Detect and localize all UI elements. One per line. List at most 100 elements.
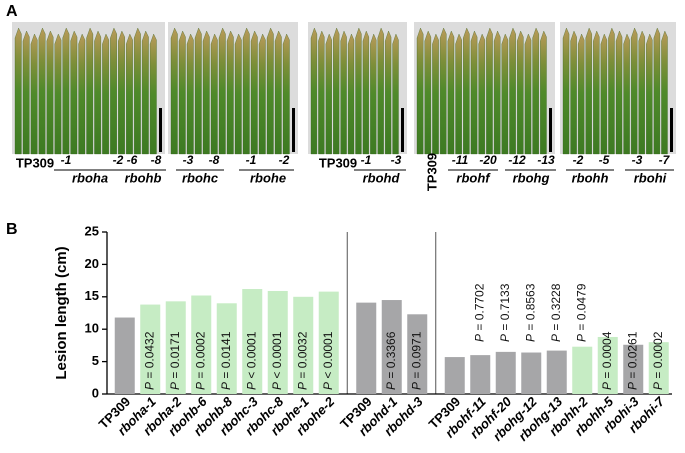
p-value-label: P = 0.7133 xyxy=(498,283,512,342)
leaf xyxy=(242,27,250,155)
leaf xyxy=(585,27,592,155)
bar xyxy=(293,296,314,394)
p-value-label: P = 0.0004 xyxy=(600,331,614,390)
gene-label: rbohg xyxy=(513,170,550,185)
leaf xyxy=(325,33,332,155)
leaf xyxy=(110,27,117,155)
leaf xyxy=(593,30,600,155)
leaf xyxy=(318,30,325,155)
p-value-label: P < 0.0001 xyxy=(244,331,258,390)
leaf xyxy=(54,33,62,155)
leaf xyxy=(661,30,668,155)
p-value-label: P = 0.3228 xyxy=(549,283,563,342)
leaf xyxy=(22,30,30,155)
bar xyxy=(165,301,186,394)
leaf xyxy=(149,33,157,155)
leaf xyxy=(623,33,630,155)
bar xyxy=(623,344,644,394)
gene-label: rboha xyxy=(72,170,108,185)
leaf xyxy=(226,30,234,155)
gene-label: rbohb xyxy=(125,170,162,185)
leaf xyxy=(416,27,424,155)
leaf xyxy=(218,27,226,155)
p-value-label: P = 0.0261 xyxy=(625,331,639,390)
leaf xyxy=(362,30,369,155)
line-label: -2 xyxy=(573,153,584,167)
leaf xyxy=(524,33,532,155)
bar xyxy=(597,336,618,394)
leaf xyxy=(14,27,22,155)
leaf xyxy=(424,30,432,155)
y-axis-title: Lesion length (cm) xyxy=(53,246,70,379)
y-tick-label: 20 xyxy=(85,256,99,271)
line-label: -12 xyxy=(508,153,526,167)
bar xyxy=(216,303,237,394)
leaf xyxy=(250,30,258,155)
leaf xyxy=(470,30,478,155)
line-label: -1 xyxy=(361,153,372,167)
leaf xyxy=(509,27,516,155)
genotype-label: TP309 xyxy=(424,153,439,191)
panel-label: A xyxy=(6,3,18,20)
y-tick-label: 10 xyxy=(85,321,99,336)
line-label: -7 xyxy=(659,153,671,167)
leaf xyxy=(86,27,94,155)
y-tick-label: 25 xyxy=(85,223,99,238)
leaf xyxy=(170,27,178,155)
line-label: -8 xyxy=(151,153,162,167)
bar xyxy=(444,357,465,394)
leaf xyxy=(134,27,141,155)
leaf xyxy=(478,33,486,155)
panel-a: A TP309 -1 -2 rboha -6 -8 rbohb -3 -8 rbohc -1 -2 rbo… xyxy=(6,3,676,191)
leaf xyxy=(310,27,318,155)
p-value-label: P < 0.0001 xyxy=(321,331,335,390)
y-tick-label: 0 xyxy=(92,385,99,400)
leaf xyxy=(532,27,539,155)
leaf xyxy=(562,27,570,155)
leaf xyxy=(333,27,340,155)
leaf xyxy=(258,33,266,155)
leaf xyxy=(186,33,194,155)
leaf xyxy=(493,30,501,155)
line-label: -1 xyxy=(246,153,257,167)
line-label: -6 xyxy=(127,153,138,167)
leaf xyxy=(577,33,585,155)
leaf xyxy=(463,27,470,155)
p-value-label: P = 0.0032 xyxy=(295,331,309,390)
scale-bar xyxy=(401,108,404,152)
bar xyxy=(381,300,402,394)
leaf xyxy=(385,30,392,155)
scale-bar xyxy=(670,108,673,152)
bar xyxy=(356,302,377,394)
p-value-label: P = 0.0479 xyxy=(574,283,588,342)
leaf xyxy=(141,30,149,155)
leaf xyxy=(653,27,661,155)
leaf xyxy=(455,33,462,155)
leaf xyxy=(118,30,125,155)
line-label: -1 xyxy=(61,153,72,167)
line-label: -5 xyxy=(599,153,610,167)
leaf xyxy=(102,33,109,155)
bar xyxy=(140,304,161,394)
leaf xyxy=(126,33,133,155)
leaf xyxy=(540,30,547,155)
gene-label: rbohd xyxy=(363,170,401,185)
line-label: -2 xyxy=(113,153,124,167)
bar xyxy=(470,355,491,394)
leaf xyxy=(340,30,347,155)
leaf xyxy=(70,30,78,155)
line-label: -2 xyxy=(279,153,290,167)
y-tick-label: 5 xyxy=(92,353,99,368)
y-tick-label: 15 xyxy=(85,288,99,303)
bar xyxy=(267,290,288,394)
gene-label: rbohe xyxy=(250,170,286,185)
leaf xyxy=(202,30,210,155)
line-label: -3 xyxy=(183,153,194,167)
bar xyxy=(572,346,593,394)
line-label: -11 xyxy=(452,153,469,167)
line-label: -13 xyxy=(537,153,555,167)
leaf xyxy=(439,27,447,155)
bar xyxy=(191,295,212,394)
leaf xyxy=(266,27,274,155)
leaf xyxy=(282,33,290,155)
